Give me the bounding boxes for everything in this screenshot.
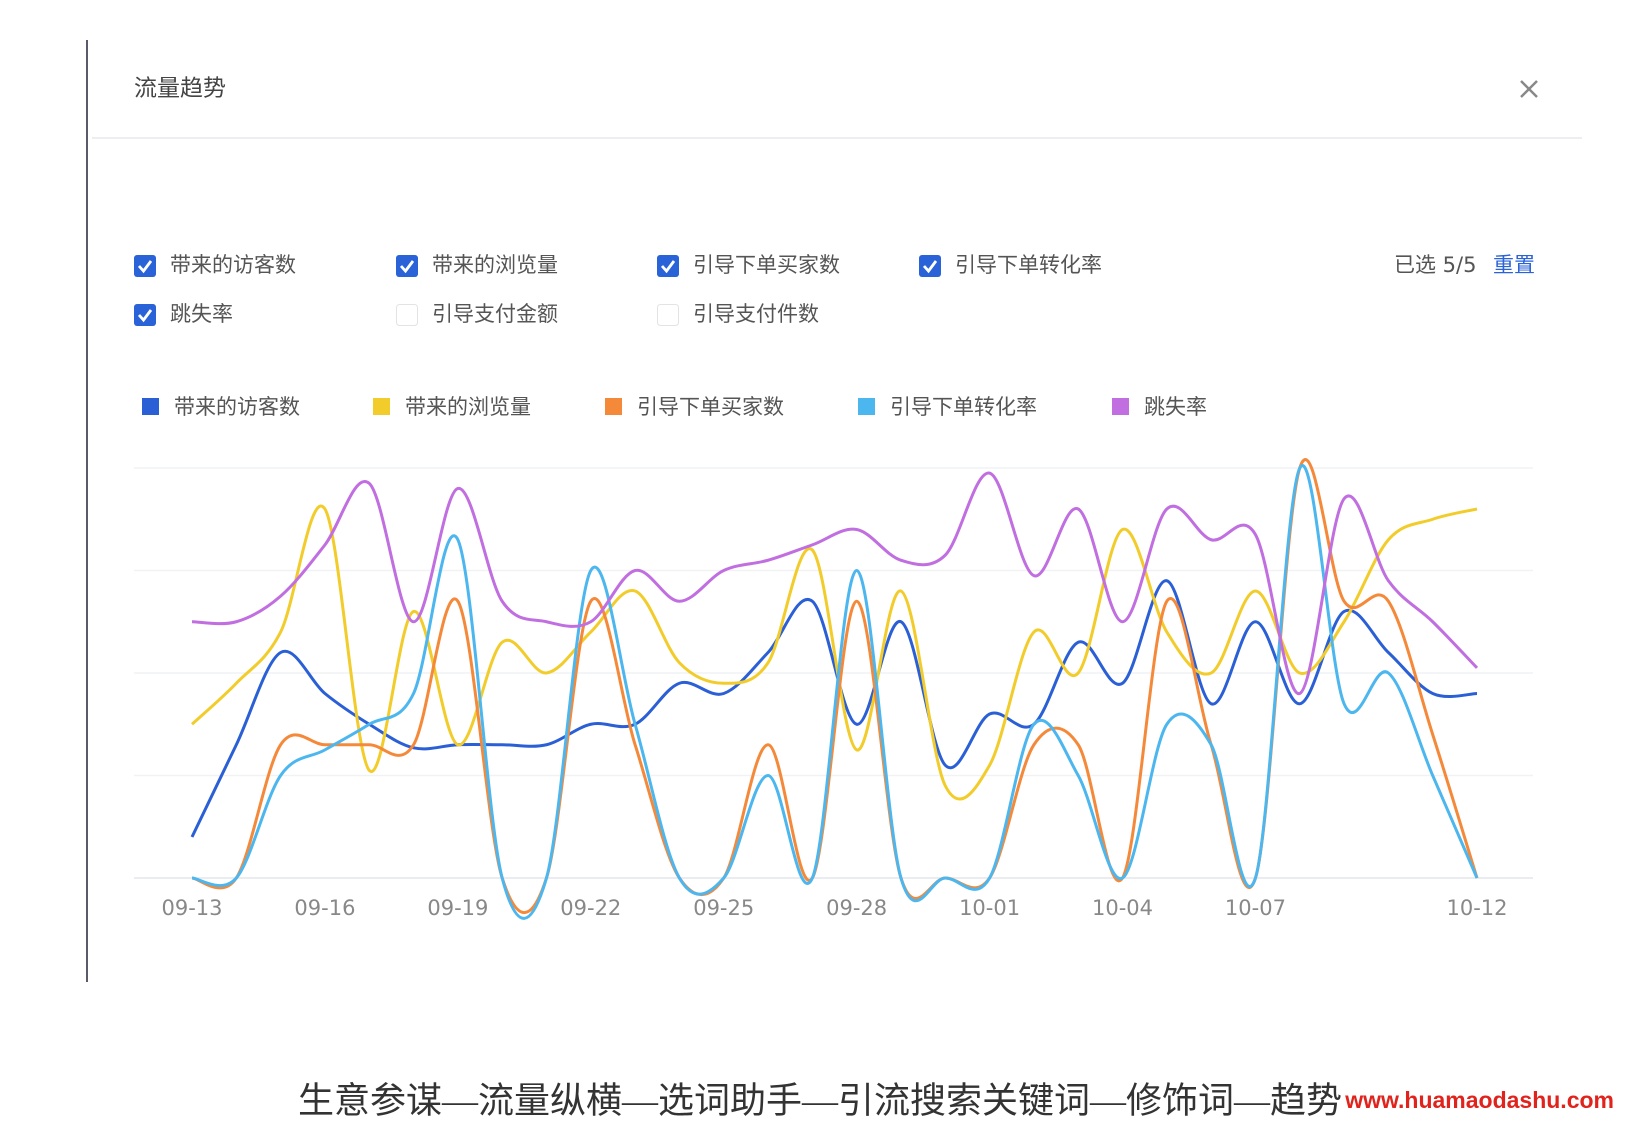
checkbox-empty [657,304,679,326]
legend-swatch [858,398,875,415]
filter-label: 引导下单买家数 [693,253,840,277]
watermark: www.huamaodashu.com [1344,1087,1614,1113]
check-icon [922,260,938,274]
check-icon [399,260,415,274]
filter-label: 引导下单转化率 [955,253,1102,277]
checkbox-checked [134,255,156,277]
series-line [191,463,1479,920]
x-tick-label: 09-16 [294,896,355,920]
check-icon [660,260,676,274]
filter-checkbox[interactable]: 引导支付金额 [396,302,559,326]
legend-swatch [373,398,390,415]
checkbox-checked [919,255,941,277]
x-tick-label: 09-19 [427,896,488,920]
legend-label: 跳失率 [1144,395,1207,419]
dialog-title: 流量趋势 [134,76,226,102]
x-tick-label: 10-12 [1446,896,1507,920]
reset-link[interactable]: 重置 [1493,253,1535,277]
checkbox-empty [396,304,418,326]
x-tick-label: 10-07 [1225,896,1286,920]
filter-label: 带来的浏览量 [432,253,558,277]
legend-swatch [605,398,622,415]
filter-label: 引导支付金额 [432,302,558,326]
x-tick-label: 10-01 [959,896,1020,920]
filter-checkbox[interactable]: 引导下单转化率 [919,253,1102,277]
legend-label: 引导下单转化率 [890,395,1037,419]
filter-checkbox[interactable]: 带来的浏览量 [396,253,558,277]
caption: 生意参谋—流量纵横—选词助手—引流搜索关键词—修饰词—趋势 [298,1080,1342,1120]
filter-checkbox[interactable]: 引导支付件数 [657,302,820,326]
x-tick-label: 10-04 [1092,896,1153,920]
filter-checkbox[interactable]: 跳失率 [134,302,233,326]
selected-count: 已选 5/5 [1394,253,1476,277]
check-icon [137,309,153,323]
series-line [190,504,1478,801]
filter-label: 跳失率 [170,302,233,326]
x-tick-label: 09-22 [560,896,621,920]
check-icon [137,260,153,274]
legend-label: 带来的访客数 [174,395,300,419]
x-tick-label: 09-28 [826,896,887,920]
series-line [191,471,1479,696]
legend-label: 带来的浏览量 [405,395,531,419]
filter-label: 带来的访客数 [170,253,296,277]
filter-checkbox[interactable]: 引导下单买家数 [657,253,840,277]
checkbox-checked [134,304,156,326]
filter-checkbox[interactable]: 带来的访客数 [134,253,296,277]
filter-label: 引导支付件数 [693,302,819,326]
x-tick-label: 09-13 [161,896,222,920]
x-tick-label: 09-25 [693,896,754,920]
legend-label: 引导下单买家数 [637,395,784,419]
checkbox-checked [657,255,679,277]
checkbox-checked [396,255,418,277]
close-button[interactable] [1520,80,1538,98]
legend-swatch [142,398,159,415]
legend-swatch [1112,398,1129,415]
